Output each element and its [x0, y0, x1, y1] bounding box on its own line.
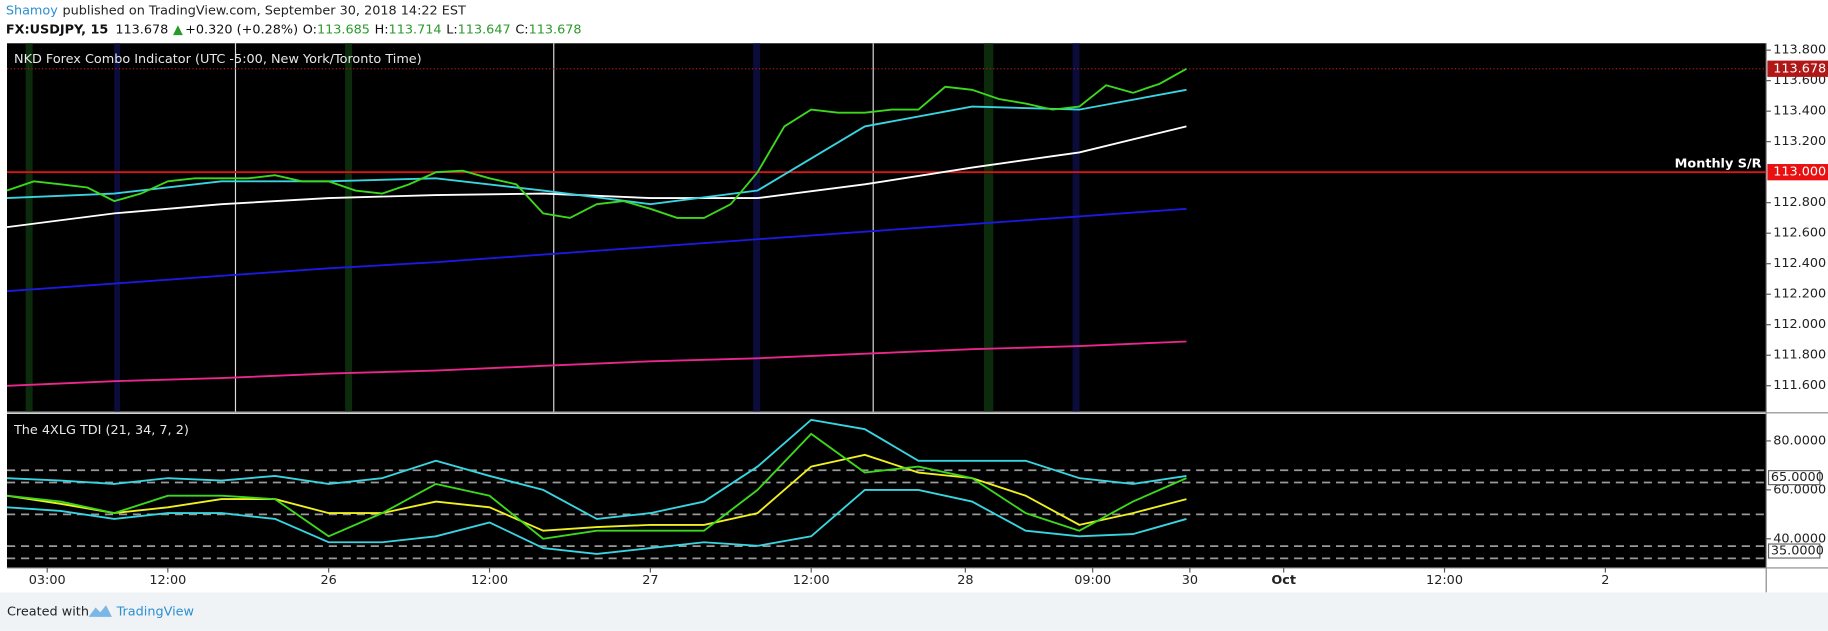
author[interactable]: Shamoy: [6, 3, 58, 18]
tdi-pane: [6, 414, 1767, 568]
series-line: [6, 418, 1187, 520]
x-tick-label: 12:00: [471, 573, 508, 588]
boxed-tick-label: 35.0000: [1771, 544, 1824, 559]
session-band: [25, 43, 33, 412]
pane-title: NKD Forex Combo Indicator (UTC -5:00, Ne…: [14, 52, 422, 67]
y-tick-label: 111.800: [1773, 348, 1826, 363]
session-band: [345, 43, 353, 412]
session-band: [753, 43, 761, 412]
session-band: [1072, 43, 1080, 412]
x-tick-label: 12:00: [793, 573, 830, 588]
price: 113.678: [115, 22, 168, 37]
series-line: [6, 125, 1187, 229]
logo: [88, 605, 112, 617]
high: 113.714: [389, 22, 442, 37]
y-tick-label: 112.600: [1773, 226, 1826, 241]
x-tick-label: 03:00: [29, 573, 66, 588]
x-tick-label: 30: [1182, 573, 1198, 588]
published: published on TradingView.com, September …: [63, 3, 466, 18]
created-with: Created with: [7, 605, 89, 620]
session-lines: [25, 43, 1080, 412]
close-label: C:: [515, 22, 528, 37]
boxed-tick-label: 65.0000: [1771, 470, 1824, 485]
x-tick-label: Oct: [1271, 573, 1296, 588]
x-tick-label: 09:00: [1074, 573, 1111, 588]
x-tick-label: 27: [642, 573, 658, 588]
hline-value-box: [1767, 164, 1828, 181]
low: 113.647: [458, 22, 511, 37]
series-line: [6, 67, 1187, 219]
y-tick-label: 40.0000: [1773, 531, 1826, 546]
y-tick-label: 111.600: [1773, 378, 1826, 393]
low-label: L:: [446, 22, 457, 37]
change: +0.320 (+0.28%): [185, 22, 298, 37]
hline-value-label: 113.000: [1773, 165, 1826, 180]
header-line-2: FX:USDJPY, 15 113.678 ▲ +0.320 (+0.28%) O:11…: [6, 22, 582, 37]
session-band: [983, 43, 994, 412]
x-tick-label: 26: [321, 573, 337, 588]
symbol: FX:USDJPY, 15: [6, 22, 109, 37]
open-label: O:: [303, 22, 317, 37]
y-tick-label: 112.200: [1773, 287, 1826, 302]
series-line: [6, 488, 1187, 555]
y-tick-label: 113.400: [1773, 104, 1826, 119]
y-tick-label: 112.400: [1773, 256, 1826, 271]
arrow: ▲: [173, 22, 183, 37]
last-price-label: 113.678: [1773, 61, 1826, 76]
y-tick-label: 113.800: [1773, 43, 1826, 58]
session-band: [114, 43, 121, 412]
series-line: [6, 207, 1187, 293]
open: 113.685: [317, 22, 370, 37]
y-tick-label: 80.0000: [1773, 433, 1826, 448]
hline-label: Monthly S/R: [1675, 157, 1762, 172]
x-tick-label: 2: [1601, 573, 1609, 588]
y-tick-label: 60.0000: [1773, 482, 1826, 497]
close: 113.678: [529, 22, 582, 37]
series-line: [6, 88, 1187, 206]
footer-bar: [0, 592, 1828, 631]
series-line: [6, 340, 1187, 387]
pane-title: The 4XLG TDI (21, 34, 7, 2): [13, 423, 189, 438]
boxed-tick: [1767, 543, 1821, 559]
header-line-1: Shamoy published on TradingView.com, Sept…: [6, 3, 466, 18]
x-tick-label: 28: [957, 573, 973, 588]
y-tick-label: 112.800: [1773, 195, 1826, 210]
x-tick-label: 12:00: [149, 573, 186, 588]
y-tick-label: 113.200: [1773, 134, 1826, 149]
y-tick-label: 112.000: [1773, 317, 1826, 332]
series-line: [6, 432, 1187, 540]
last-price-box: [1767, 60, 1828, 77]
x-tick-label: 12:00: [1426, 573, 1463, 588]
series-line: [6, 453, 1187, 532]
boxed-tick: [1767, 470, 1821, 486]
brand[interactable]: TradingView: [116, 605, 194, 620]
price-pane: [6, 43, 1767, 412]
high-label: H:: [375, 22, 389, 37]
